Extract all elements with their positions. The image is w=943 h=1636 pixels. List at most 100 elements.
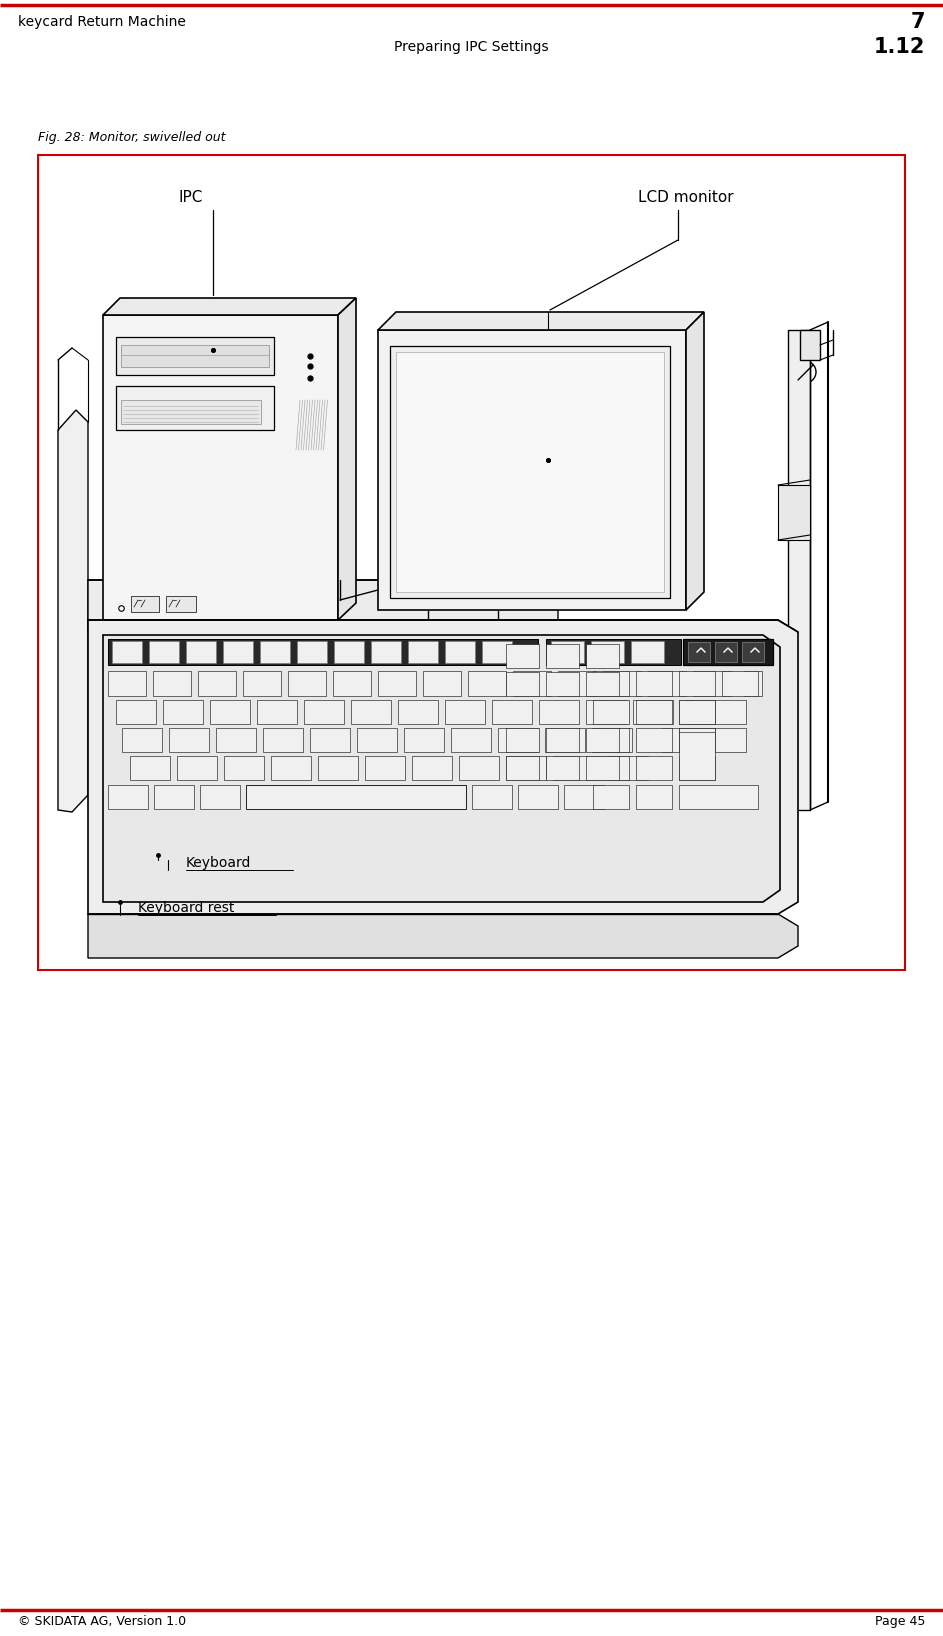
Polygon shape	[103, 298, 356, 316]
Bar	[108, 640, 538, 664]
Bar	[169, 728, 209, 753]
Bar	[592, 728, 632, 753]
Bar	[472, 785, 512, 808]
Bar	[715, 641, 737, 663]
Bar	[636, 785, 672, 808]
Bar	[683, 640, 773, 664]
Bar	[166, 596, 196, 612]
Bar	[608, 756, 648, 780]
Bar	[154, 785, 194, 808]
Bar	[506, 645, 539, 667]
Text: Keyboard: Keyboard	[186, 856, 252, 870]
Bar	[271, 756, 311, 780]
Bar	[679, 785, 758, 808]
Bar	[633, 700, 673, 725]
Bar	[788, 330, 810, 810]
Polygon shape	[58, 411, 88, 811]
Bar	[378, 671, 416, 695]
Bar	[648, 671, 686, 695]
Bar	[679, 756, 715, 780]
Polygon shape	[338, 298, 356, 620]
Bar	[122, 728, 162, 753]
Bar	[586, 672, 619, 695]
Bar	[365, 756, 405, 780]
Bar	[445, 641, 475, 663]
Bar	[564, 785, 604, 808]
Bar	[153, 671, 191, 695]
Bar	[636, 756, 672, 780]
Bar	[546, 728, 579, 753]
Bar	[408, 641, 438, 663]
Bar	[108, 785, 148, 808]
Text: Page 45: Page 45	[874, 1615, 925, 1628]
Bar	[243, 671, 281, 695]
Bar	[263, 728, 303, 753]
Bar	[177, 756, 217, 780]
Bar	[482, 641, 512, 663]
Bar	[396, 352, 664, 592]
Bar	[679, 728, 715, 753]
Bar	[693, 671, 731, 695]
Bar	[498, 728, 538, 753]
Text: 1.12: 1.12	[873, 38, 925, 57]
Bar	[210, 700, 250, 725]
Bar	[506, 756, 539, 780]
Bar	[200, 785, 240, 808]
Bar	[246, 785, 466, 808]
Bar	[800, 330, 820, 360]
Bar	[163, 700, 203, 725]
Bar	[593, 756, 629, 780]
Text: 7: 7	[911, 11, 925, 33]
Bar	[112, 641, 142, 663]
Bar	[186, 641, 216, 663]
Text: Keyboard rest: Keyboard rest	[138, 901, 235, 915]
Bar	[744, 671, 762, 695]
Bar	[586, 756, 619, 780]
Bar	[742, 641, 764, 663]
Bar	[130, 756, 170, 780]
Bar	[121, 399, 261, 424]
Bar	[304, 700, 344, 725]
Text: keycard Return Machine: keycard Return Machine	[18, 15, 186, 29]
Bar	[149, 641, 179, 663]
Bar	[593, 728, 629, 753]
Bar	[506, 728, 539, 753]
Polygon shape	[88, 581, 558, 630]
Bar	[679, 700, 715, 725]
Bar	[553, 756, 593, 780]
Bar	[603, 671, 641, 695]
Bar	[404, 728, 444, 753]
Bar	[357, 728, 397, 753]
Bar	[686, 700, 746, 725]
Bar	[198, 671, 236, 695]
Bar	[318, 756, 358, 780]
Bar	[546, 672, 579, 695]
Polygon shape	[103, 316, 338, 620]
Bar	[631, 641, 664, 663]
Bar	[445, 700, 485, 725]
Bar	[224, 756, 264, 780]
Bar	[679, 731, 715, 780]
Bar	[586, 645, 619, 667]
Text: © SKIDATA AG, Version 1.0: © SKIDATA AG, Version 1.0	[18, 1615, 186, 1628]
Bar	[223, 641, 253, 663]
Text: Fig. 28: Monitor, swivelled out: Fig. 28: Monitor, swivelled out	[38, 131, 225, 144]
Bar	[545, 728, 585, 753]
Bar	[423, 671, 461, 695]
Bar	[390, 345, 670, 599]
Bar	[558, 671, 596, 695]
Polygon shape	[88, 915, 798, 959]
Bar	[451, 728, 491, 753]
Bar	[398, 700, 438, 725]
Bar	[636, 700, 672, 725]
Bar	[506, 672, 539, 695]
Bar	[546, 756, 579, 780]
Polygon shape	[686, 312, 704, 610]
Bar	[506, 756, 546, 780]
Bar	[371, 641, 401, 663]
Bar	[468, 671, 506, 695]
Text: LCD monitor: LCD monitor	[638, 190, 734, 204]
Bar	[679, 728, 715, 753]
Bar	[722, 671, 758, 695]
Polygon shape	[103, 635, 780, 901]
